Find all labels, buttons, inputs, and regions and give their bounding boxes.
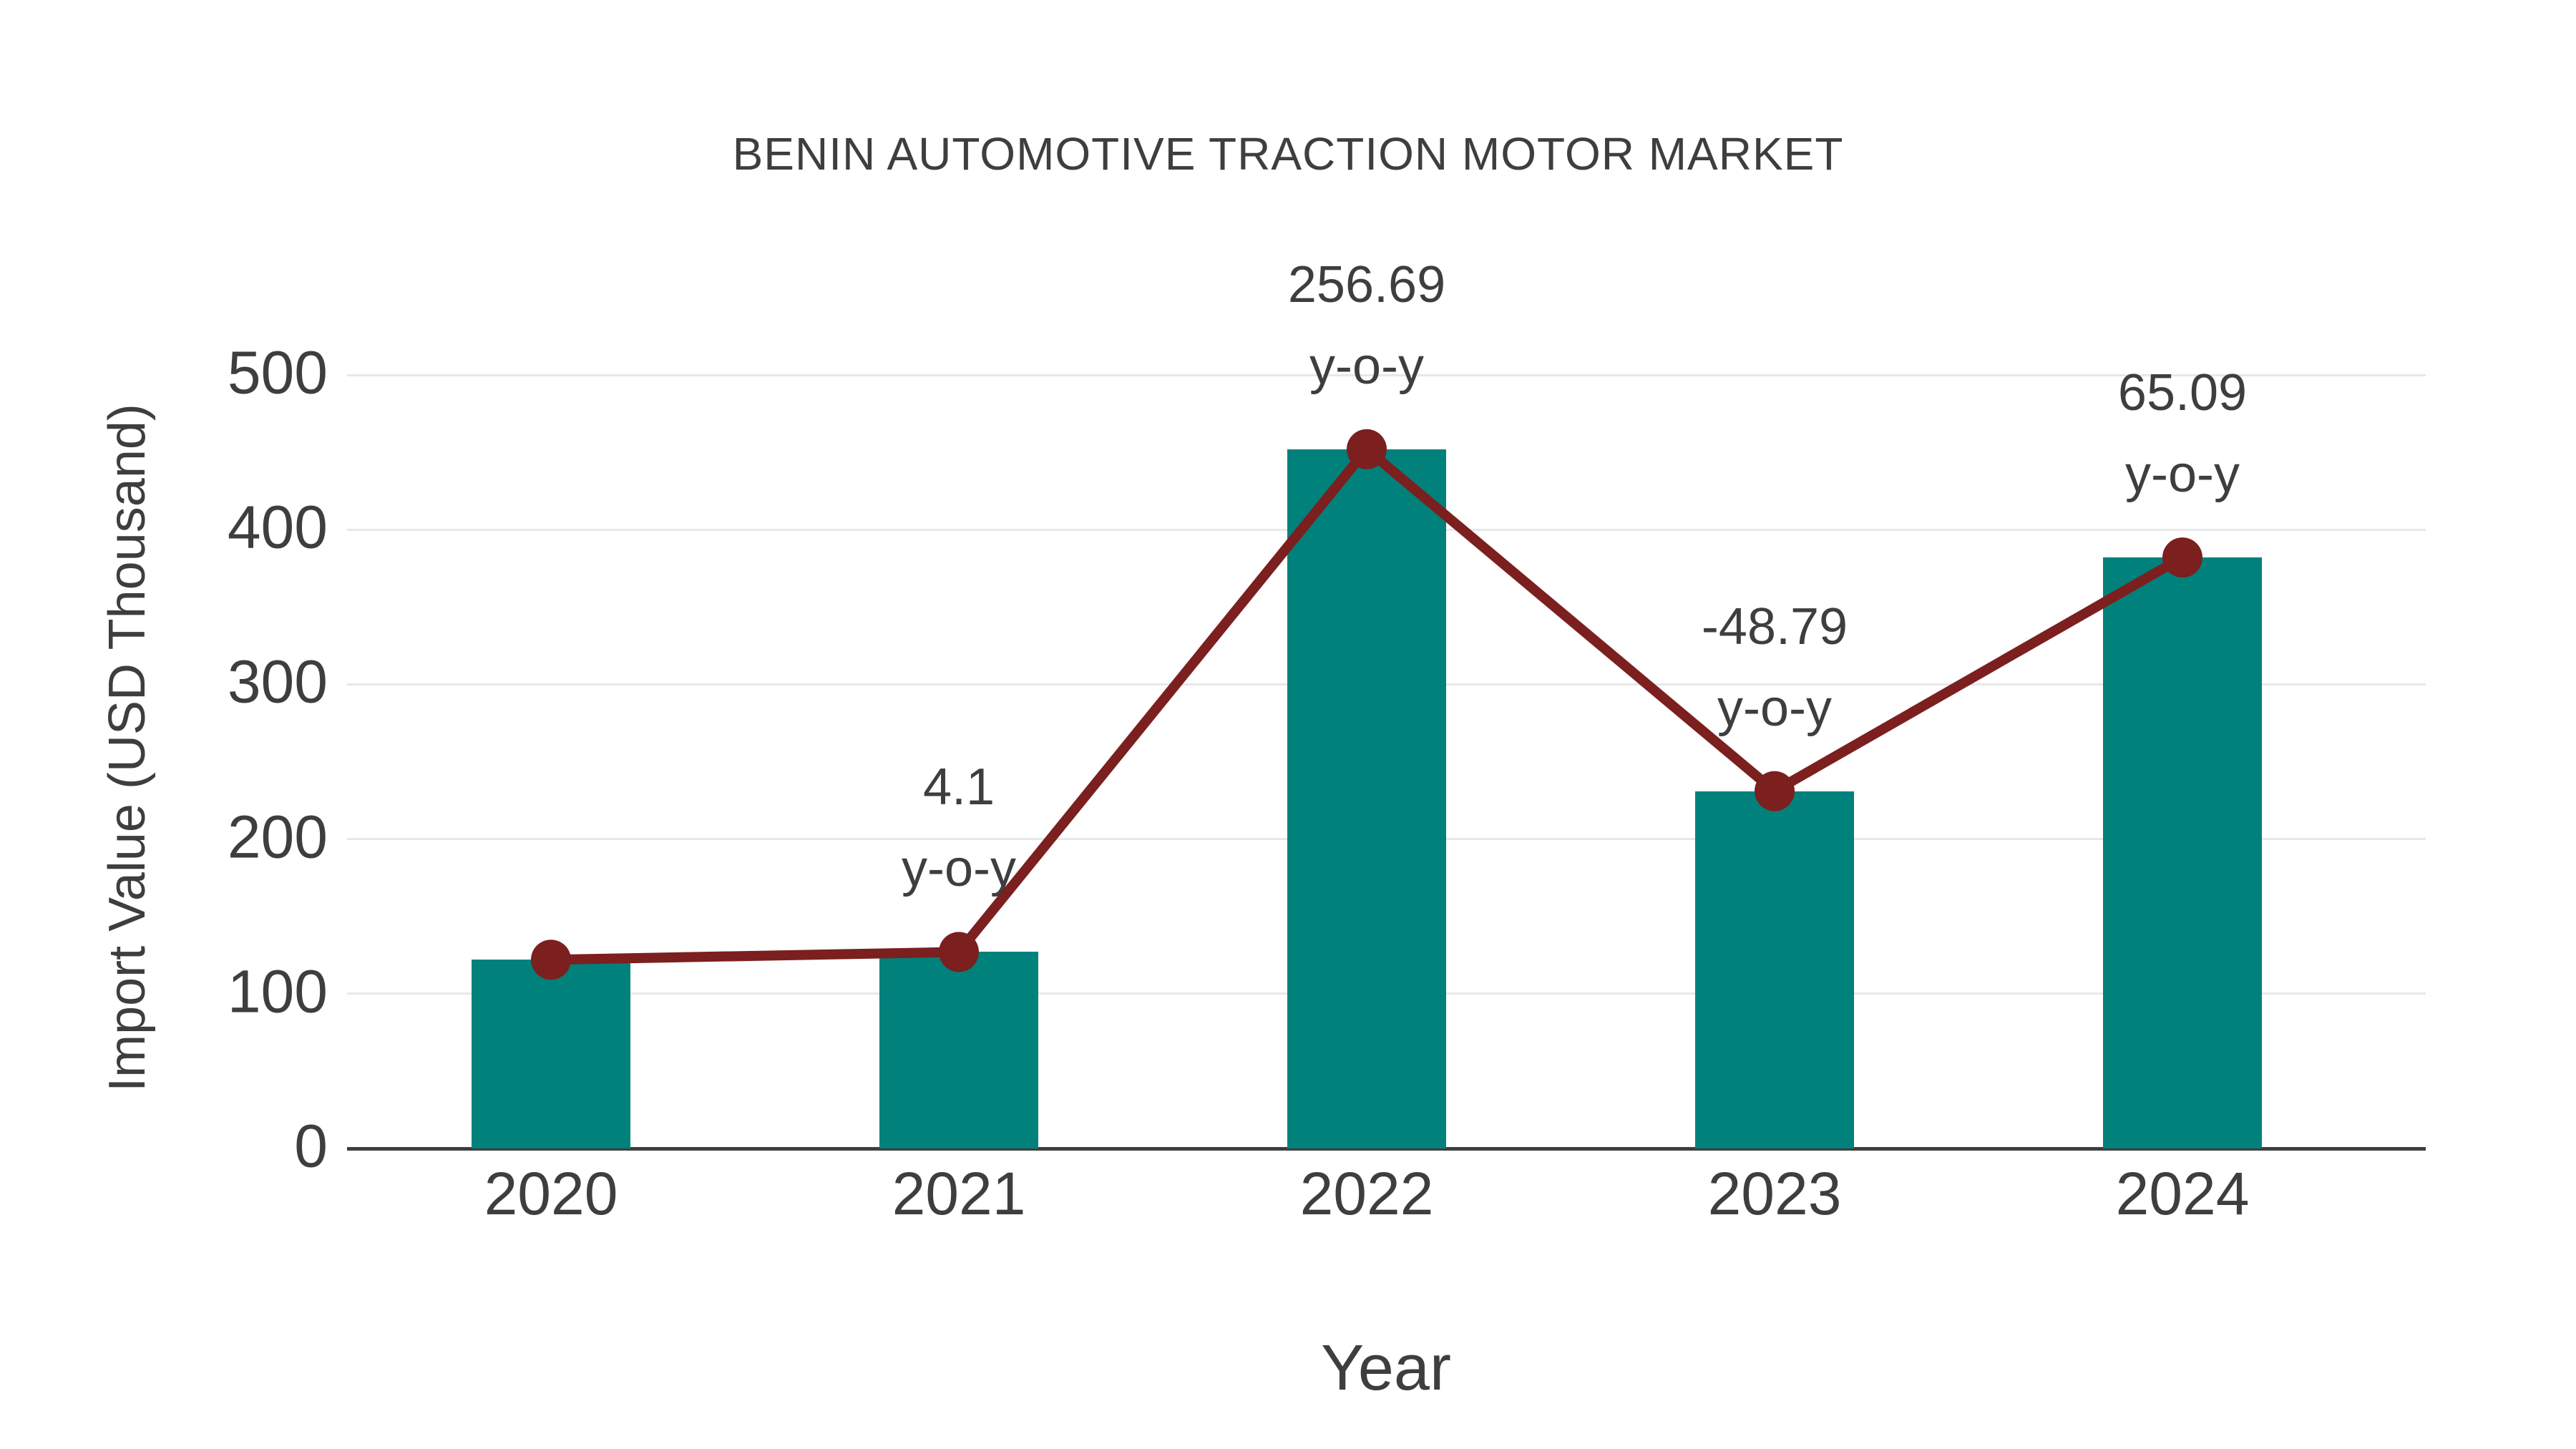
y-tick-label: 500	[227, 338, 328, 406]
x-axis-title: Year	[1321, 1332, 1451, 1404]
bar-2021	[879, 952, 1038, 1148]
chart-title: BENIN AUTOMOTIVE TRACTION MOTOR MARKET	[732, 128, 1844, 180]
y-tick-label: 200	[227, 803, 328, 871]
bar-2024	[2103, 557, 2262, 1148]
bar-2020	[472, 960, 630, 1148]
y-tick-label: 300	[227, 648, 328, 716]
yoy-suffix-label: y-o-y	[2125, 446, 2240, 504]
x-axis-line	[347, 1146, 2426, 1151]
yoy-value-label: 4.1	[922, 758, 995, 816]
bar-2023	[1695, 791, 1854, 1148]
x-tick-label: 2020	[484, 1160, 618, 1227]
x-tick-label: 2023	[1707, 1160, 1842, 1227]
bar-2022	[1287, 449, 1446, 1148]
y-tick-label: 100	[227, 957, 328, 1025]
x-tick-label: 2021	[892, 1160, 1026, 1227]
x-tick-label: 2022	[1299, 1160, 1434, 1227]
y-tick-label: 0	[294, 1112, 328, 1180]
yoy-value-label: 65.09	[2117, 364, 2248, 422]
yoy-suffix-label: y-o-y	[1309, 337, 1424, 395]
x-tick-label: 2024	[2115, 1160, 2250, 1227]
yoy-value-label: 256.69	[1287, 255, 1446, 313]
gridline	[347, 374, 2426, 376]
yoy-value-label: -48.79	[1701, 597, 1848, 655]
yoy-suffix-label: y-o-y	[1717, 679, 1832, 737]
yoy-suffix-label: y-o-y	[902, 840, 1016, 898]
y-tick-label: 400	[227, 493, 328, 561]
